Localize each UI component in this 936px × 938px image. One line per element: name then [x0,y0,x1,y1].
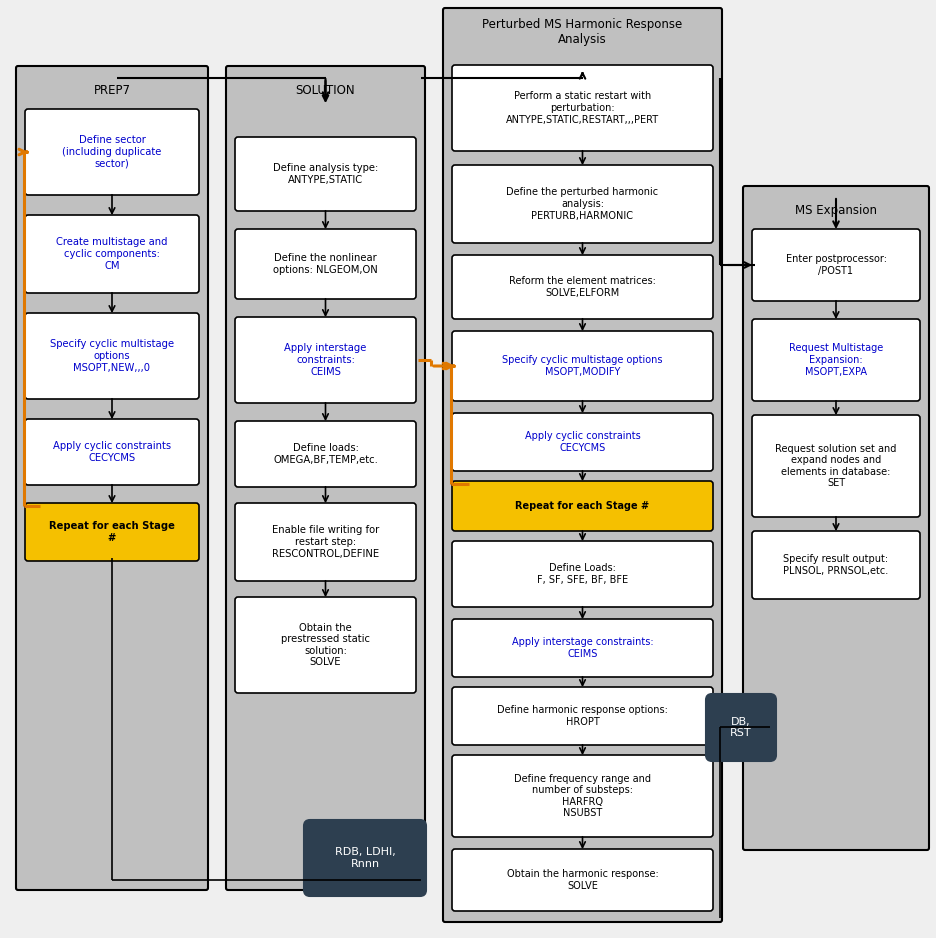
FancyBboxPatch shape [304,820,426,896]
Text: Perturbed MS Harmonic Response
Analysis: Perturbed MS Harmonic Response Analysis [482,18,682,46]
Text: Specify cyclic multistage options
MSOPT,MODIFY: Specify cyclic multistage options MSOPT,… [503,356,663,377]
Text: Perform a static restart with
perturbation:
ANTYPE,STATIC,RESTART,,,PERT: Perform a static restart with perturbati… [506,91,659,125]
FancyBboxPatch shape [752,415,920,517]
FancyBboxPatch shape [235,597,416,693]
Text: Request solution set and
expand nodes and
elements in database:
SET: Request solution set and expand nodes an… [775,444,897,489]
FancyBboxPatch shape [235,137,416,211]
Text: Create multistage and
cyclic components:
CM: Create multistage and cyclic components:… [56,237,168,270]
FancyBboxPatch shape [452,849,713,911]
FancyBboxPatch shape [25,503,199,561]
Text: Enable file writing for
restart step:
RESCONTROL,DEFINE: Enable file writing for restart step: RE… [271,525,379,559]
FancyBboxPatch shape [452,255,713,319]
Text: Define loads:
OMEGA,BF,TEMP,etc.: Define loads: OMEGA,BF,TEMP,etc. [273,443,378,465]
FancyBboxPatch shape [452,165,713,243]
Text: Request Multistage
Expansion:
MSOPT,EXPA: Request Multistage Expansion: MSOPT,EXPA [789,343,884,376]
FancyBboxPatch shape [25,215,199,293]
Text: Specify result output:
PLNSOL, PRNSOL,etc.: Specify result output: PLNSOL, PRNSOL,et… [783,554,888,576]
FancyBboxPatch shape [452,541,713,607]
FancyBboxPatch shape [452,331,713,401]
Text: Enter postprocessor:
/POST1: Enter postprocessor: /POST1 [785,254,886,276]
FancyBboxPatch shape [452,755,713,837]
Text: Define harmonic response options:
HROPT: Define harmonic response options: HROPT [497,705,668,727]
Text: Reform the element matrices:
SOLVE,ELFORM: Reform the element matrices: SOLVE,ELFOR… [509,276,656,297]
Text: Obtain the harmonic response:
SOLVE: Obtain the harmonic response: SOLVE [506,870,658,891]
FancyBboxPatch shape [235,421,416,487]
FancyBboxPatch shape [452,481,713,531]
Text: Define frequency range and
number of substeps:
HARFRQ
NSUBST: Define frequency range and number of sub… [514,774,651,818]
Text: Specify cyclic multistage
options
MSOPT,NEW,,,0: Specify cyclic multistage options MSOPT,… [50,340,174,372]
Text: Apply cyclic constraints
CECYCMS: Apply cyclic constraints CECYCMS [524,431,640,453]
FancyBboxPatch shape [752,229,920,301]
FancyBboxPatch shape [452,687,713,745]
FancyBboxPatch shape [25,109,199,195]
FancyBboxPatch shape [452,619,713,677]
FancyBboxPatch shape [235,229,416,299]
FancyBboxPatch shape [235,317,416,403]
Text: RDB, LDHI,
Rnnn: RDB, LDHI, Rnnn [335,847,395,869]
Text: PREP7: PREP7 [94,83,130,97]
Text: Repeat for each Stage #: Repeat for each Stage # [516,501,650,511]
FancyBboxPatch shape [25,313,199,399]
FancyBboxPatch shape [743,186,929,850]
Text: DB,
RST: DB, RST [730,717,752,738]
FancyBboxPatch shape [443,8,722,922]
Text: Define the nonlinear
options: NLGEOM,ON: Define the nonlinear options: NLGEOM,ON [273,253,378,275]
Text: Define sector
(including duplicate
sector): Define sector (including duplicate secto… [63,135,162,169]
Text: Apply cyclic constraints
CECYCMS: Apply cyclic constraints CECYCMS [53,441,171,462]
Text: Obtain the
prestressed static
solution:
SOLVE: Obtain the prestressed static solution: … [281,623,370,668]
Text: SOLUTION: SOLUTION [296,83,356,97]
Text: MS Expansion: MS Expansion [795,204,877,217]
FancyBboxPatch shape [235,503,416,581]
FancyBboxPatch shape [16,66,208,890]
Text: Define analysis type:
ANTYPE,STATIC: Define analysis type: ANTYPE,STATIC [273,163,378,185]
Text: Define Loads:
F, SF, SFE, BF, BFE: Define Loads: F, SF, SFE, BF, BFE [537,563,628,584]
FancyBboxPatch shape [752,531,920,599]
FancyBboxPatch shape [25,419,199,485]
FancyBboxPatch shape [752,319,920,401]
Text: Apply interstage constraints:
CEIMS: Apply interstage constraints: CEIMS [512,637,653,658]
Text: Define the perturbed harmonic
analysis:
PERTURB,HARMONIC: Define the perturbed harmonic analysis: … [506,188,659,220]
FancyBboxPatch shape [226,66,425,890]
Text: Repeat for each Stage
#: Repeat for each Stage # [49,522,175,543]
FancyBboxPatch shape [706,694,776,761]
FancyBboxPatch shape [452,65,713,151]
FancyBboxPatch shape [452,413,713,471]
Text: Apply interstage
constraints:
CEIMS: Apply interstage constraints: CEIMS [285,343,367,376]
